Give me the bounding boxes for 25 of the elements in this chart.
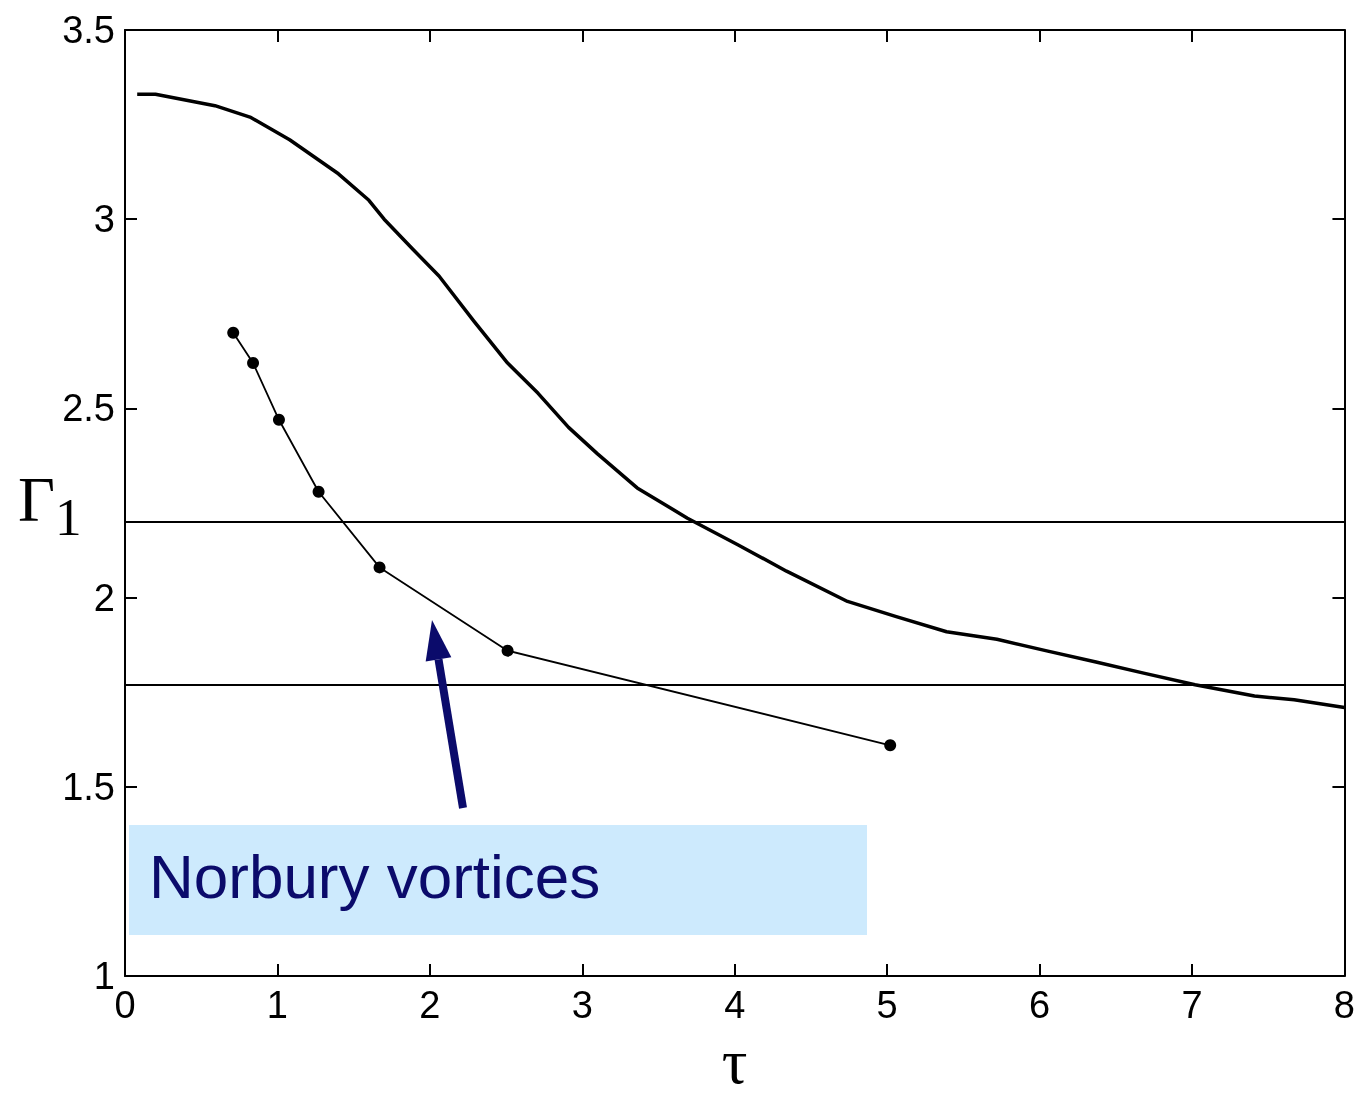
point xyxy=(272,413,285,426)
x-tick-label: 7 xyxy=(1181,984,1203,1027)
x-tick-label: 1 xyxy=(266,984,288,1027)
x-tick-label: 5 xyxy=(876,984,898,1027)
point xyxy=(227,326,240,339)
y-tick-label: 1.5 xyxy=(62,765,115,808)
point xyxy=(247,357,260,370)
x-axis-title: τ xyxy=(721,1025,748,1097)
y-axis-title: Γ$_{1}$ xyxy=(18,464,82,547)
point xyxy=(884,739,897,752)
point xyxy=(373,561,386,574)
point xyxy=(312,485,325,498)
x-tick-label: 3 xyxy=(571,984,593,1027)
x-tick-label: 4 xyxy=(724,984,746,1027)
y-tick-label: 2.5 xyxy=(62,387,115,430)
x-tick-label: 8 xyxy=(1333,984,1355,1027)
y-tick-label: 3 xyxy=(93,198,115,241)
y-tick-label: 2 xyxy=(93,576,115,619)
annotation: Norbury vortices xyxy=(149,842,601,911)
x-tick-label: 0 xyxy=(114,984,136,1027)
y-tick-label: 1 xyxy=(93,955,115,998)
x-tick-label: 6 xyxy=(1029,984,1051,1027)
y-tick-label: 3.5 xyxy=(62,9,115,51)
x-tick-label: 2 xyxy=(419,984,441,1027)
point xyxy=(501,644,514,657)
